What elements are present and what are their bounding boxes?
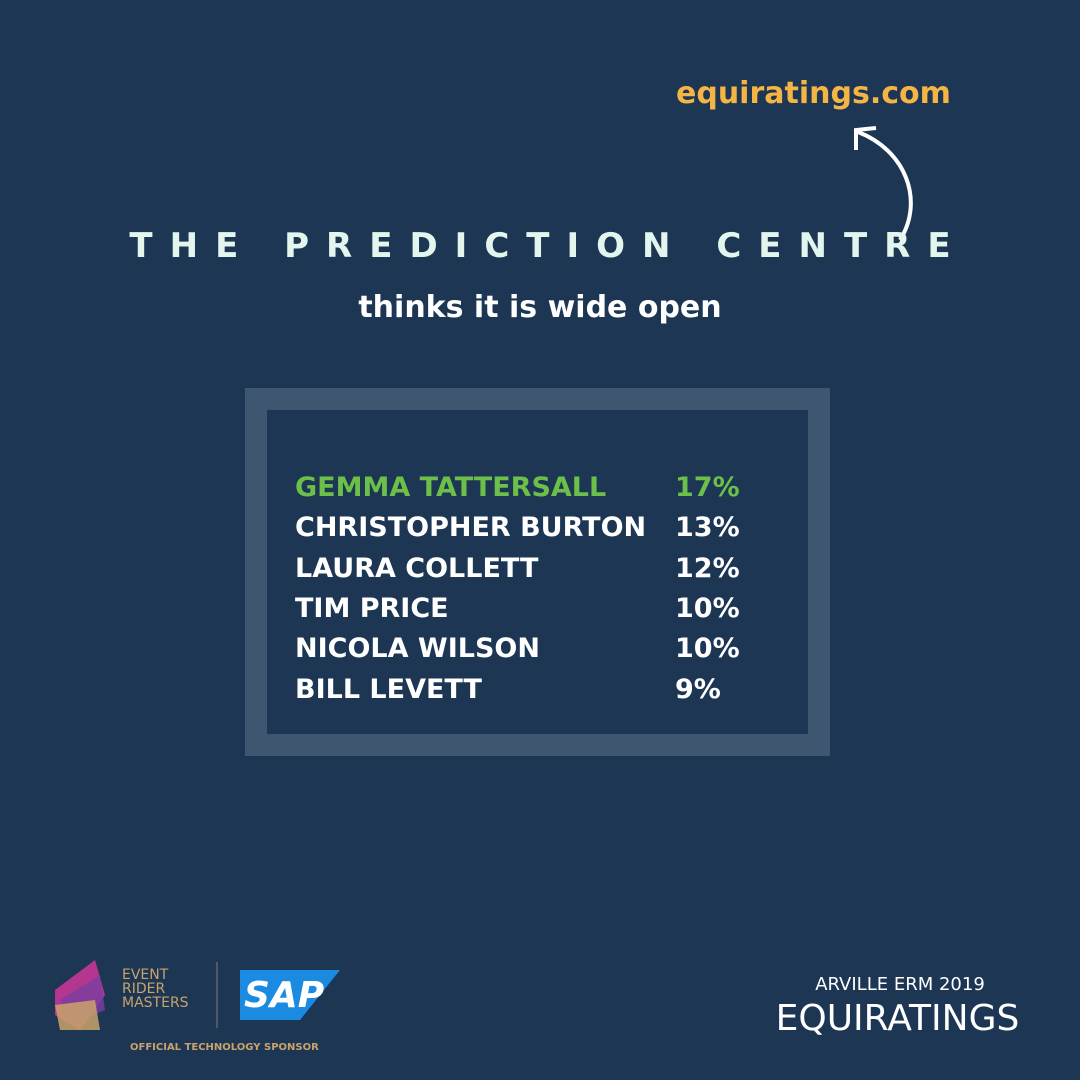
rider-name: GEMMA TATTERSALL [295,472,607,503]
rider-name: CHRISTOPHER BURTON [295,512,647,544]
results-table: GEMMA TATTERSALL 17% CHRISTOPHER BURTON 13%… [245,388,830,756]
rider-name: TIM PRICE [295,592,449,624]
table-row: CHRISTOPHER BURTON 13% [295,512,795,552]
rider-name: NICOLA WILSON [295,633,540,665]
win-chance: 13% [675,512,740,544]
erm-logo [55,960,105,1030]
logo-text: EVENT RIDER MASTERS [122,968,189,1010]
table-row: LAURA COLLETT 12% [295,553,795,593]
site-link[interactable]: equiratings.com [676,76,951,111]
win-chance: 9% [675,673,721,705]
table-row: TIM PRICE 10% [295,593,795,633]
logo-line: RIDER [122,981,166,997]
win-chance: 10% [675,633,740,665]
arrow [857,130,913,242]
table-row: GEMMA TATTERSALL 17% [295,472,795,512]
brand: EQUIRATINGS [775,998,1020,1039]
rider-name: LAURA COLLETT [295,552,539,584]
rider-name: BILL LEVETT [295,673,482,705]
sap-logo [240,970,340,1020]
win-chance: 17% [675,472,740,503]
sponsor-note: OFFICIAL TECHNOLOGY SPONSOR [130,1042,319,1053]
table-row: NICOLA WILSON 10% [295,633,795,673]
event: ARVILLE ERM 2019 [815,974,985,995]
arrow-head [854,126,877,150]
table-row: BILL LEVETT 9% [295,674,795,714]
title: THE PREDICTION CENTRE [129,226,968,266]
win-chance: 12% [675,552,740,584]
sponsor: SAP [244,975,325,1016]
subtitle: thinks it is wide open [358,290,722,325]
logo-line: EVENT [122,967,169,983]
logo-line: MASTERS [122,995,189,1011]
win-chance: 10% [675,592,740,624]
